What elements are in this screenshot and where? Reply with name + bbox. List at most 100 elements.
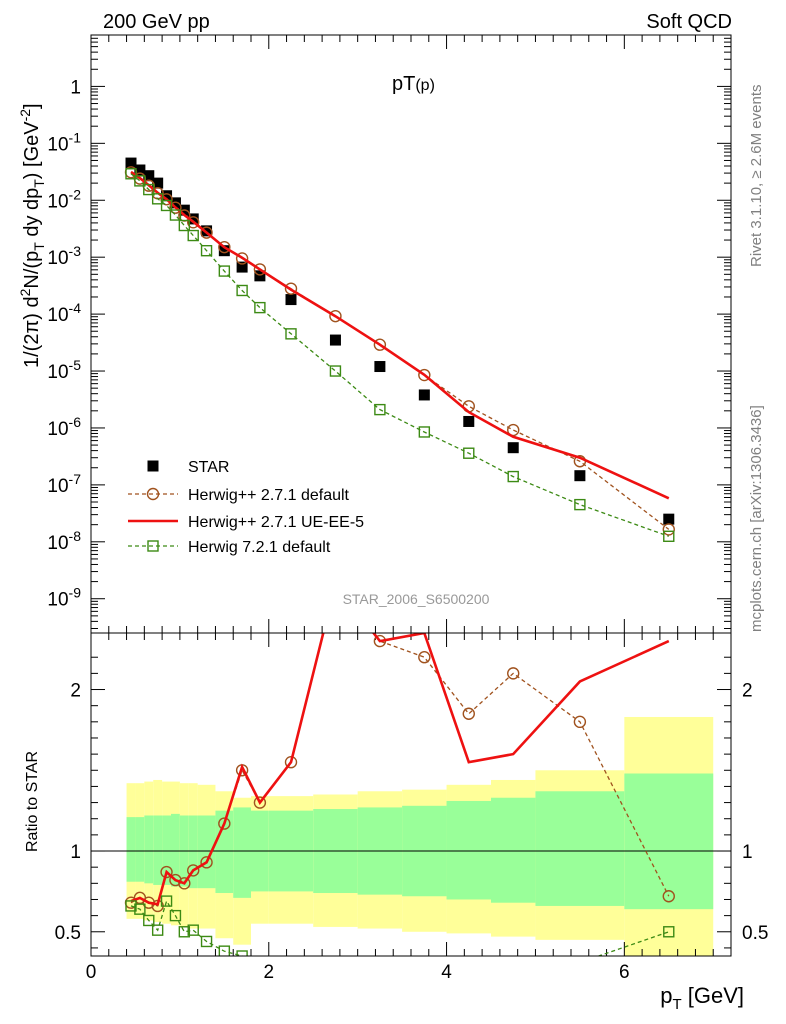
y-tick-exp: -4 bbox=[69, 300, 82, 316]
data-point bbox=[464, 964, 474, 974]
y-tick-exp: -8 bbox=[69, 528, 82, 544]
y-tick-label: 10-8 bbox=[47, 528, 81, 554]
data-point bbox=[169, 909, 182, 922]
data-point bbox=[218, 817, 231, 830]
data-point bbox=[169, 873, 182, 887]
band-inner bbox=[126, 817, 136, 882]
data-point bbox=[143, 914, 155, 927]
main-panel-series bbox=[124, 157, 675, 542]
data-point bbox=[507, 667, 520, 680]
tick-labels: 110-110-210-310-410-510-610-710-810-90.5… bbox=[47, 77, 768, 983]
data-point bbox=[329, 365, 342, 377]
ylabel-sub: T bbox=[31, 242, 47, 251]
legend-marker bbox=[147, 540, 159, 552]
data-point bbox=[418, 651, 431, 664]
data-point bbox=[254, 301, 266, 314]
data-point bbox=[178, 926, 191, 938]
data-point bbox=[329, 309, 342, 323]
data-point bbox=[573, 715, 587, 729]
band-inner bbox=[197, 815, 216, 889]
panel-title: pT(p) bbox=[392, 73, 435, 95]
data-point bbox=[178, 877, 191, 890]
data-point bbox=[218, 240, 231, 254]
y-axis-label-ratio: Ratio to STAR bbox=[24, 751, 41, 852]
band-inner bbox=[624, 773, 714, 910]
x-tick-label: 4 bbox=[441, 962, 452, 983]
data-point bbox=[418, 389, 430, 401]
axis-ticks bbox=[90, 34, 731, 956]
data-point bbox=[169, 201, 182, 214]
y-tick-label: 10-7 bbox=[47, 471, 81, 497]
x-tick-label: 6 bbox=[619, 962, 630, 983]
data-point bbox=[151, 193, 164, 205]
data-point bbox=[419, 972, 429, 982]
x-tick-label: 0 bbox=[86, 962, 97, 983]
data-point bbox=[235, 252, 249, 265]
y-tick-label: 10-1 bbox=[47, 129, 81, 155]
data-point bbox=[201, 225, 213, 237]
band-inner bbox=[171, 813, 180, 887]
data-point bbox=[284, 756, 298, 769]
ylabel-sub: T bbox=[31, 179, 47, 188]
legend-label: STAR bbox=[188, 459, 229, 476]
data-point bbox=[187, 229, 199, 242]
data-point bbox=[151, 924, 164, 936]
data-point bbox=[373, 338, 387, 351]
y-tick-base: 10 bbox=[47, 248, 68, 269]
data-point bbox=[254, 270, 266, 282]
data-point bbox=[134, 175, 146, 187]
ratio-panel-frame bbox=[90, 632, 732, 957]
data-point bbox=[284, 282, 298, 295]
data-point bbox=[200, 244, 213, 257]
y-tick-base: 10 bbox=[47, 362, 68, 383]
data-point bbox=[143, 183, 155, 196]
ylabel-part: dy dp bbox=[21, 188, 43, 242]
y-tick-exp: -6 bbox=[69, 414, 82, 430]
xlabel-unit: [GeV] bbox=[682, 983, 744, 1008]
data-point bbox=[169, 209, 182, 221]
data-point bbox=[218, 265, 231, 277]
uncertainty-bands bbox=[91, 716, 731, 956]
data-point bbox=[160, 199, 173, 212]
data-point bbox=[160, 193, 173, 206]
data-point bbox=[575, 957, 585, 967]
data-point bbox=[187, 924, 199, 936]
data-point bbox=[125, 900, 137, 912]
ratio-tick-label: 1 bbox=[70, 842, 81, 863]
ratio-tick-label: 2 bbox=[70, 681, 81, 702]
y-tick-label: 10-6 bbox=[47, 414, 81, 440]
data-point bbox=[463, 415, 475, 427]
data-point bbox=[330, 964, 340, 974]
data-point bbox=[508, 957, 518, 967]
data-point bbox=[329, 334, 341, 346]
ylabel-sup2: 2 bbox=[17, 288, 33, 296]
data-point bbox=[143, 170, 155, 182]
data-point bbox=[574, 498, 586, 511]
series-line-2 bbox=[130, 170, 670, 500]
data-point bbox=[160, 865, 173, 879]
data-point bbox=[463, 447, 475, 459]
y-tick-label: 1 bbox=[70, 77, 81, 98]
data-point bbox=[187, 864, 200, 877]
data-point bbox=[574, 470, 586, 482]
data-point bbox=[187, 213, 199, 225]
data-point bbox=[663, 926, 675, 938]
band-inner bbox=[162, 815, 171, 885]
band-inner bbox=[188, 815, 198, 889]
y-tick-exp: -5 bbox=[69, 357, 82, 373]
ratio-panel-series bbox=[124, 633, 675, 982]
ylabel-part: ) [GeV bbox=[21, 121, 43, 179]
rivet-label: Rivet 3.1.10, ≥ 2.6M events bbox=[748, 84, 765, 268]
xlabel-main: p bbox=[660, 983, 672, 1008]
series-line-1 bbox=[130, 633, 670, 906]
data-point bbox=[125, 157, 137, 169]
band-inner bbox=[144, 815, 154, 884]
band-inner bbox=[233, 807, 251, 898]
ratio-tick-label-right: 2 bbox=[742, 681, 753, 702]
legend-label: Herwig++ 2.7.1 default bbox=[188, 487, 350, 504]
data-point bbox=[507, 442, 519, 454]
ratio-tick-label: 0.5 bbox=[55, 923, 81, 944]
y-tick-exp: -9 bbox=[69, 585, 82, 601]
data-point bbox=[253, 796, 267, 809]
